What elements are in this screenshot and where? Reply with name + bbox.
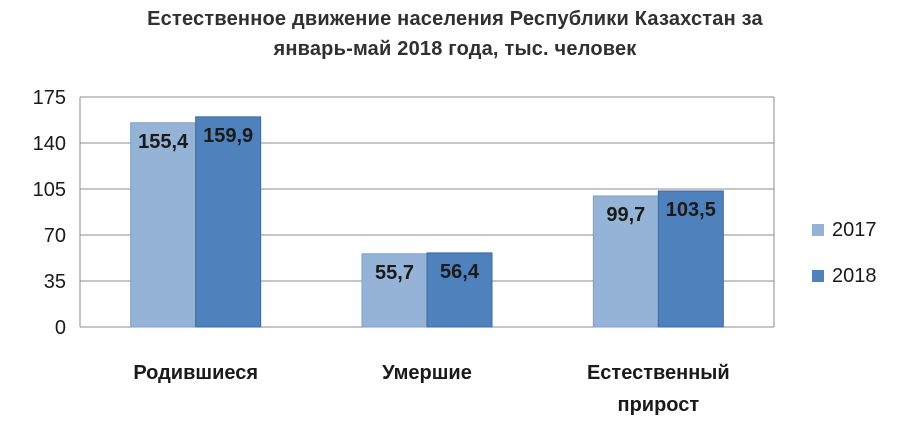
bar-2018-1 [426,252,493,328]
data-label-2017-0: 155,4 [138,131,189,153]
chart-title-line-2: январь-май 2018 года, тыс. человек [273,38,637,60]
legend-swatch-2018 [812,270,824,282]
data-label-2017-2: 99,7 [606,204,645,226]
category-label-1-0: Умершие [382,362,472,384]
data-label-2018-1: 56,4 [440,261,480,283]
chart-title-line-1: Естественное движение населения Республи… [147,8,763,30]
legend-swatch-2017 [812,224,824,236]
bar-2018-0 [195,116,262,328]
y-tick-label-140: 140 [33,133,66,155]
y-tick-label-35: 35 [44,271,66,293]
bar-2017-2 [592,195,659,328]
legend-label-2017: 2017 [832,218,877,241]
y-tick-label-0: 0 [55,317,66,339]
data-label-2017-1: 55,7 [375,262,414,284]
y-tick-label-70: 70 [44,225,66,247]
legend-label-2018: 2018 [832,264,877,287]
y-tick-label-105: 105 [33,179,66,201]
y-tick-label-175: 175 [33,87,66,109]
category-label-2-1: прирост [617,394,699,416]
legend: 2017 2018 [812,218,877,310]
bar-2017-1 [361,253,428,328]
legend-item-2017: 2017 [812,218,877,242]
chart-title: Естественное движение населения Республи… [0,4,910,64]
bar-2018-2 [657,190,724,328]
category-label-2-0: Естественный [587,362,730,384]
bar-2017-0 [130,122,197,328]
legend-item-2018: 2018 [812,264,877,288]
category-label-0-0: Родившиеся [133,362,258,384]
data-label-2018-0: 159,9 [203,125,253,147]
data-label-2018-2: 103,5 [666,199,716,221]
